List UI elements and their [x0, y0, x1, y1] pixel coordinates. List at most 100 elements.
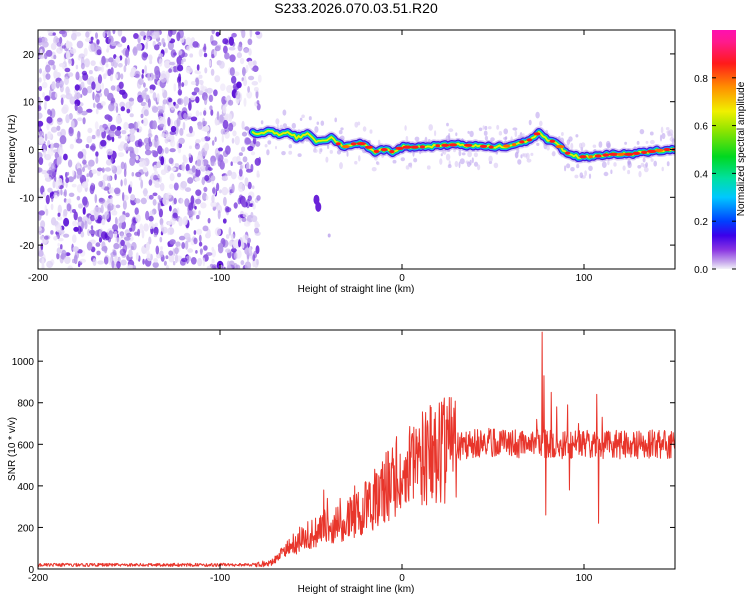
noise-speckle	[138, 175, 142, 181]
halo-speckle	[574, 174, 579, 179]
noise-speckle	[183, 96, 190, 106]
noise-speckle	[60, 128, 66, 138]
noise-speckle	[186, 170, 193, 175]
halo-speckle	[478, 127, 483, 132]
noise-speckle	[120, 220, 126, 230]
noise-speckle	[97, 167, 103, 172]
noise-speckle	[50, 230, 54, 235]
noise-speckle	[114, 129, 122, 137]
noise-speckle	[85, 144, 90, 149]
noise-speckle	[200, 159, 204, 170]
noise-speckle	[244, 261, 252, 269]
noise-speckle	[126, 232, 132, 238]
noise-speckle	[181, 242, 186, 249]
noise-speckle	[46, 260, 53, 268]
noise-speckle	[248, 75, 255, 81]
noise-speckle	[76, 92, 81, 99]
noise-speckle	[112, 30, 116, 35]
noise-speckle	[82, 216, 89, 221]
colorbar-ticks: 0.0 0.2 0.4 0.6 0.8	[694, 74, 736, 276]
noise-speckle	[174, 163, 179, 167]
noise-speckle	[205, 170, 211, 176]
noise-speckle	[57, 204, 62, 215]
noise-speckle	[127, 146, 134, 152]
ridge-peak	[663, 147, 671, 152]
noise-speckle	[39, 68, 42, 74]
noise-speckle	[48, 89, 52, 98]
noise-speckle	[195, 139, 201, 144]
noise-speckle	[96, 102, 103, 109]
noise-speckle	[115, 204, 121, 209]
noise-speckle	[187, 210, 194, 217]
noise-speckle	[154, 44, 160, 51]
noise-speckle	[232, 130, 237, 137]
noise-speckle	[177, 89, 183, 96]
noise-speckle	[47, 187, 53, 193]
noise-speckle	[38, 167, 43, 173]
noise-speckle	[164, 60, 171, 69]
noise-speckle	[250, 151, 256, 156]
noise-speckle	[196, 159, 202, 167]
ridge-peak	[402, 145, 412, 149]
noise-speckle	[143, 82, 146, 88]
noise-speckle	[117, 63, 123, 68]
noise-speckle	[206, 252, 213, 256]
halo-speckle	[514, 130, 518, 138]
noise-speckle	[185, 163, 190, 172]
noise-speckle	[101, 246, 108, 252]
noise-speckle	[228, 240, 233, 247]
noise-speckle	[251, 81, 259, 86]
noise-speckle	[63, 153, 68, 161]
noise-speckle	[228, 36, 234, 46]
halo-speckle	[622, 165, 626, 171]
halo-speckle	[282, 123, 287, 128]
noise-speckle	[75, 138, 83, 144]
noise-speckle	[122, 91, 128, 99]
noise-speckle	[217, 243, 224, 249]
noise-speckle	[72, 246, 79, 253]
noise-speckle	[235, 90, 241, 100]
noise-speckle	[149, 84, 156, 91]
noise-speckle	[158, 53, 164, 58]
noise-speckle	[224, 52, 230, 60]
noise-speckle	[204, 67, 208, 74]
noise-speckle	[118, 81, 124, 90]
halo-speckle	[267, 140, 272, 145]
noise-speckle	[215, 152, 220, 161]
noise-speckle	[214, 136, 217, 143]
noise-speckle	[129, 113, 134, 118]
noise-speckle	[185, 37, 192, 46]
ridge-peak	[588, 155, 593, 159]
noise-speckle	[77, 225, 82, 235]
halo-speckle	[584, 170, 587, 177]
noise-speckle	[128, 123, 135, 130]
noise-speckle	[231, 248, 237, 253]
noise-speckle	[148, 128, 152, 137]
noise-speckle	[74, 84, 80, 91]
noise-speckle	[241, 77, 244, 82]
noise-speckle	[238, 168, 243, 177]
noise-speckle	[187, 177, 194, 184]
noise-speckle	[98, 237, 103, 243]
noise-speckle	[115, 73, 118, 79]
noise-speckle	[195, 96, 200, 104]
noise-speckle	[149, 210, 154, 216]
noise-speckle	[63, 189, 67, 198]
noise-speckle	[164, 147, 169, 154]
noise-speckle	[225, 248, 231, 253]
noise-speckle	[138, 78, 144, 85]
noise-speckle	[76, 195, 81, 201]
noise-speckle	[41, 170, 48, 175]
ridge-peak	[594, 154, 602, 158]
noise-speckle	[148, 136, 151, 145]
noise-speckle	[155, 245, 160, 255]
noise-speckle	[60, 97, 64, 106]
noise-speckle	[141, 69, 145, 74]
noise-speckle	[251, 67, 258, 72]
noise-speckle	[89, 184, 95, 195]
noise-speckle	[119, 248, 127, 256]
noise-speckle	[76, 168, 82, 176]
noise-speckle	[112, 224, 119, 232]
noise-speckle	[42, 92, 45, 98]
noise-speckle	[45, 64, 51, 73]
